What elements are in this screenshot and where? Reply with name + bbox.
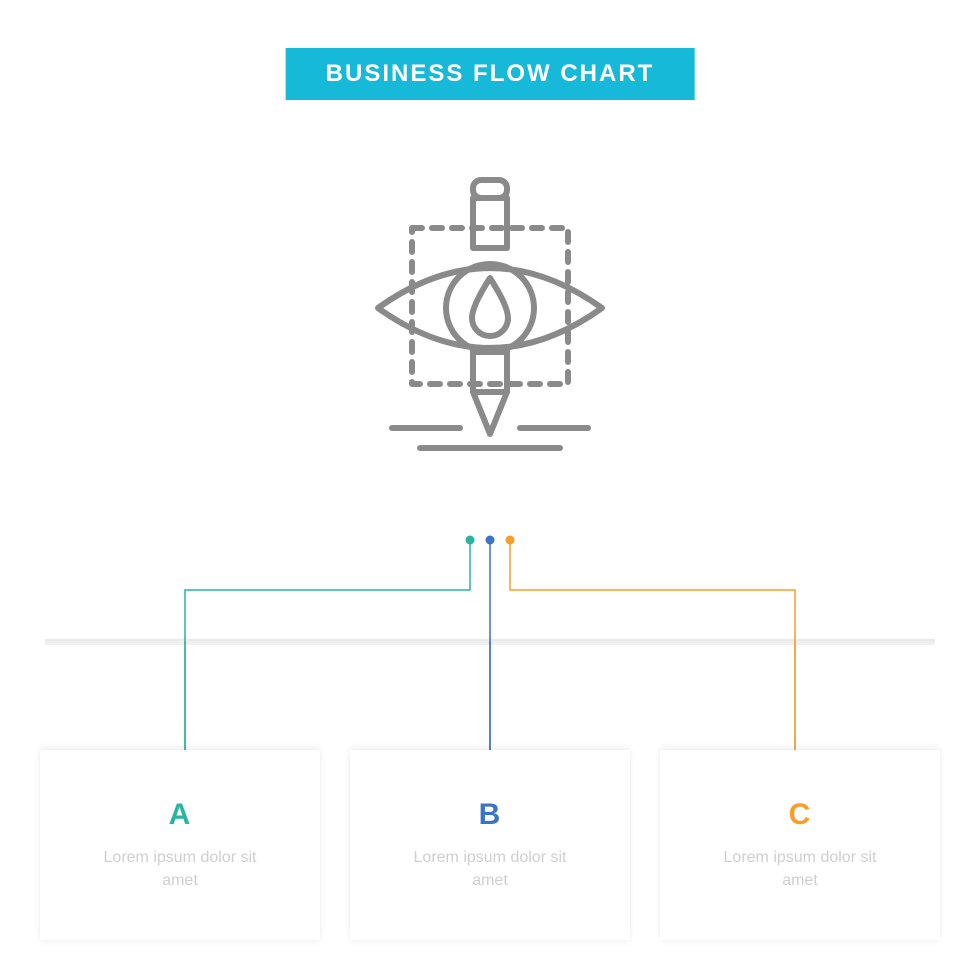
eye-pencil-design-icon [330,158,650,478]
title-text: BUSINESS FLOW CHART [326,60,655,87]
card-c: C Lorem ipsum dolor sit amet [660,750,940,940]
card-text-b: Lorem ipsum dolor sit amet [400,846,580,892]
card-letter-a: A [169,798,192,832]
connector-dot-a [466,536,475,545]
infographic-canvas: BUSINESS FLOW CHART [0,0,980,980]
card-text-a: Lorem ipsum dolor sit amet [90,846,270,892]
connector-dot-b [486,536,495,545]
connector-dot-c [506,536,515,545]
card-letter-b: B [479,798,502,832]
cards-row: A Lorem ipsum dolor sit amet B Lorem ips… [40,750,940,940]
card-a: A Lorem ipsum dolor sit amet [40,750,320,940]
card-letter-c: C [789,798,812,832]
card-text-c: Lorem ipsum dolor sit amet [710,846,890,892]
card-b: B Lorem ipsum dolor sit amet [350,750,630,940]
title-banner: BUSINESS FLOW CHART [286,48,695,100]
